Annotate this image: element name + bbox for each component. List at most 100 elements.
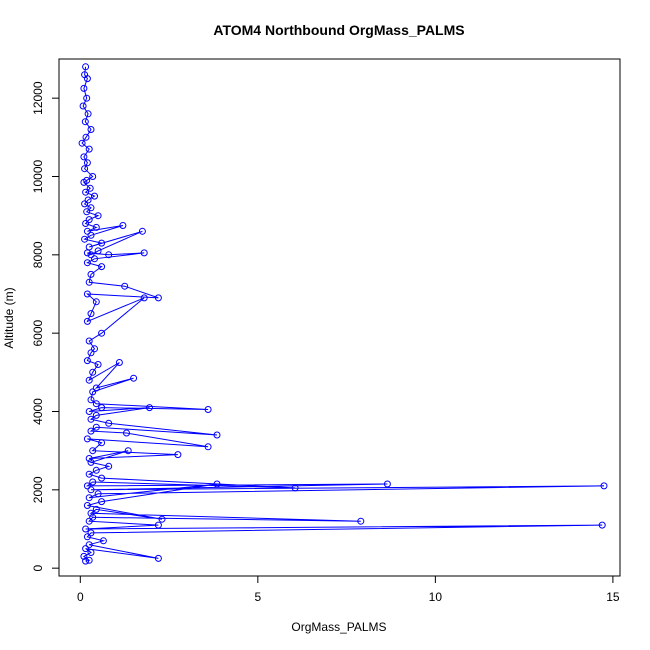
data-point bbox=[89, 513, 97, 521]
data-point bbox=[85, 216, 93, 224]
data-point bbox=[92, 466, 100, 474]
data-point bbox=[87, 231, 95, 239]
x-tick-label: 15 bbox=[606, 590, 620, 604]
data-point bbox=[99, 537, 107, 545]
data-point bbox=[91, 255, 98, 263]
data-point bbox=[89, 173, 97, 180]
data-point bbox=[87, 529, 95, 537]
data-point bbox=[87, 251, 95, 259]
data-point bbox=[82, 188, 90, 196]
data-point bbox=[83, 227, 91, 235]
y-tick-label: 4000 bbox=[31, 398, 45, 425]
data-point bbox=[383, 480, 391, 488]
data-point bbox=[89, 478, 97, 486]
data-point bbox=[83, 317, 91, 325]
data-point bbox=[92, 384, 100, 392]
data-point bbox=[105, 251, 113, 259]
data-point bbox=[81, 165, 89, 173]
data-point bbox=[124, 447, 132, 455]
series-line bbox=[81, 66, 605, 562]
y-tick-label: 12000 bbox=[31, 81, 45, 115]
data-point bbox=[91, 192, 98, 200]
data-point bbox=[83, 75, 91, 83]
data-point bbox=[83, 482, 91, 490]
data-point bbox=[78, 139, 86, 147]
data-point bbox=[80, 178, 88, 186]
data-point bbox=[83, 533, 91, 541]
data-point bbox=[291, 484, 299, 492]
data-point bbox=[98, 498, 106, 506]
data-point bbox=[87, 270, 95, 278]
data-point bbox=[89, 368, 97, 376]
data-point bbox=[83, 249, 91, 257]
data-point bbox=[83, 94, 91, 102]
data-point bbox=[80, 84, 88, 92]
x-axis: 0 5 10 15 bbox=[77, 576, 620, 604]
data-point bbox=[80, 153, 88, 161]
plot-frame bbox=[58, 58, 621, 577]
data-point bbox=[84, 196, 92, 204]
data-point bbox=[119, 222, 127, 229]
data-point bbox=[87, 310, 95, 318]
data-point bbox=[92, 505, 100, 513]
data-point bbox=[85, 376, 93, 384]
x-axis-label: OrgMass_PALMS bbox=[291, 620, 386, 634]
data-point bbox=[87, 126, 95, 133]
data-point bbox=[85, 337, 93, 345]
data-point bbox=[85, 278, 93, 286]
y-axis-label: Altitude (m) bbox=[2, 287, 16, 348]
data-point bbox=[140, 249, 148, 257]
data-point bbox=[85, 470, 93, 478]
data-point bbox=[140, 294, 148, 302]
data-point bbox=[123, 429, 130, 437]
chart-title: ATOM4 Northbound OrgMass_PALMS bbox=[213, 22, 464, 38]
data-point bbox=[82, 63, 90, 71]
data-point bbox=[82, 525, 90, 533]
data-point bbox=[92, 298, 100, 306]
y-tick-label: 2000 bbox=[31, 476, 45, 503]
data-point bbox=[85, 408, 93, 415]
data-point bbox=[87, 204, 95, 212]
data-point bbox=[213, 431, 221, 439]
data-point bbox=[154, 554, 162, 562]
data-point bbox=[357, 517, 365, 525]
data-point bbox=[87, 415, 95, 423]
data-point bbox=[81, 235, 89, 243]
data-point bbox=[82, 545, 90, 553]
y-axis: 0 2000 4000 6000 8000 10000 12000 bbox=[31, 81, 59, 572]
data-point bbox=[138, 227, 146, 235]
data-point bbox=[79, 102, 87, 110]
data-point bbox=[130, 374, 138, 382]
data-point bbox=[213, 480, 221, 488]
data-point bbox=[158, 515, 166, 523]
data-point bbox=[83, 208, 91, 216]
data-point bbox=[105, 419, 113, 427]
data-point bbox=[81, 200, 89, 208]
data-point bbox=[85, 541, 93, 549]
data-point bbox=[83, 357, 91, 365]
y-tick-label: 10000 bbox=[31, 159, 45, 193]
data-point bbox=[87, 427, 95, 435]
data-point bbox=[83, 159, 91, 167]
data-point bbox=[94, 212, 102, 220]
y-tick-label: 6000 bbox=[31, 319, 45, 346]
data-point bbox=[94, 247, 102, 255]
x-tick-label: 0 bbox=[77, 590, 84, 604]
data-point bbox=[154, 521, 162, 529]
data-point bbox=[87, 509, 95, 517]
data-point bbox=[86, 184, 94, 192]
y-tick-label: 0 bbox=[31, 565, 45, 572]
data-point bbox=[85, 494, 93, 502]
data-point bbox=[98, 474, 106, 482]
series-points bbox=[78, 63, 608, 565]
data-point bbox=[84, 110, 92, 118]
data-point bbox=[87, 458, 95, 466]
data-point bbox=[105, 462, 113, 470]
data-point bbox=[598, 521, 606, 529]
data-point bbox=[115, 359, 123, 366]
data-point bbox=[98, 329, 106, 337]
data-point bbox=[98, 439, 106, 447]
data-point bbox=[98, 404, 106, 412]
